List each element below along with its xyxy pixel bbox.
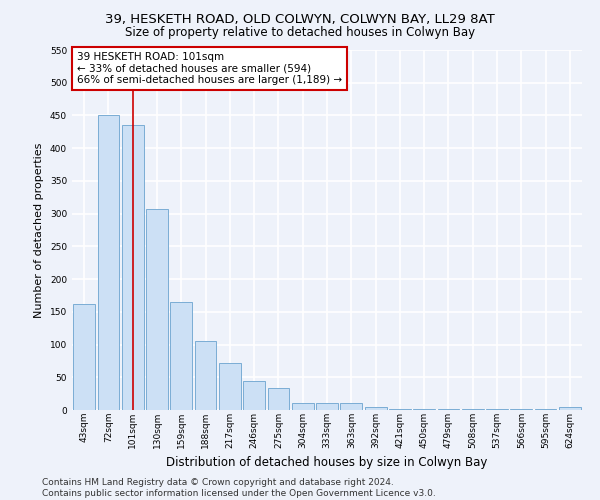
Bar	[194, 342, 217, 410]
Bar	[122, 126, 143, 410]
Text: Size of property relative to detached houses in Colwyn Bay: Size of property relative to detached ho…	[125, 26, 475, 39]
Text: Contains HM Land Registry data © Crown copyright and database right 2024.
Contai: Contains HM Land Registry data © Crown c…	[42, 478, 436, 498]
Bar	[559, 408, 581, 410]
Bar	[146, 209, 168, 410]
Bar	[243, 381, 265, 410]
Bar	[268, 388, 289, 410]
Y-axis label: Number of detached properties: Number of detached properties	[34, 142, 44, 318]
X-axis label: Distribution of detached houses by size in Colwyn Bay: Distribution of detached houses by size …	[166, 456, 488, 469]
Bar	[340, 404, 362, 410]
Bar	[292, 404, 314, 410]
Bar	[316, 404, 338, 410]
Bar	[73, 304, 95, 410]
Bar	[365, 406, 386, 410]
Bar	[389, 408, 411, 410]
Bar	[219, 363, 241, 410]
Text: 39 HESKETH ROAD: 101sqm
← 33% of detached houses are smaller (594)
66% of semi-d: 39 HESKETH ROAD: 101sqm ← 33% of detache…	[77, 52, 342, 85]
Text: 39, HESKETH ROAD, OLD COLWYN, COLWYN BAY, LL29 8AT: 39, HESKETH ROAD, OLD COLWYN, COLWYN BAY…	[105, 12, 495, 26]
Bar	[170, 302, 192, 410]
Bar	[97, 116, 119, 410]
Bar	[413, 408, 435, 410]
